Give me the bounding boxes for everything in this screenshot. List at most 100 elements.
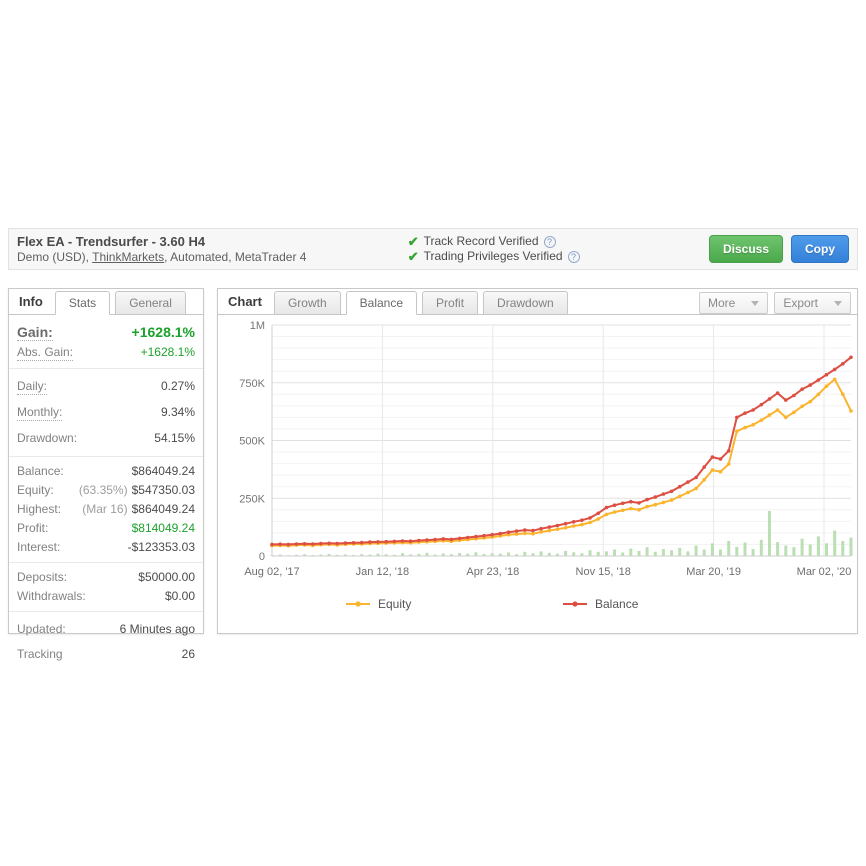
svg-text:Apr 23, '18: Apr 23, '18 [466,566,519,578]
account-subtitle: Demo (USD), ThinkMarkets, Automated, Met… [17,250,408,265]
stat-row: Withdrawals: $0.00 [9,587,203,606]
volume-bars-series [270,511,853,556]
stat-label: Withdrawals: [17,589,86,603]
chart-tab-growth[interactable]: Growth [273,291,341,315]
account-header-bar: Flex EA - Trendsurfer - 3.60 H4 Demo (US… [8,228,858,270]
stat-label: Drawdown: [17,431,78,445]
export-dropdown[interactable]: Export [774,292,851,314]
stat-value: +1628.1% [131,324,195,340]
export-label: Export [783,296,818,310]
green-check-icon: ✔ [407,234,419,249]
discuss-button[interactable]: Discuss [708,235,783,263]
svg-text:Mar 02, '20: Mar 02, '20 [797,566,852,578]
y-axis-tick-labels: 0 250K 500K 750K 1M [239,320,265,563]
balance-chart[interactable]: 0 250K 500K 750K 1M Aug 02, '17 Jan 12, '18 Apr… [218,315,857,634]
divider [9,368,203,369]
account-subtitle-suffix: , Automated, MetaTrader 4 [164,249,307,264]
stat-value: 26 [181,647,195,661]
tab-stats[interactable]: Stats [54,291,111,315]
stat-value: -$123353.03 [127,540,195,554]
x-axis-tick-labels: Aug 02, '17 Jan 12, '18 Apr 23, '18 Nov 15,… [244,566,851,578]
svg-text:500K: 500K [239,436,265,448]
stat-row: Monthly: 9.34% [9,400,203,426]
stat-row: Drawdown: 54.15% [9,426,203,451]
chart-panel-title: Chart [228,294,262,309]
info-panel-title: Info [19,294,43,309]
stat-value: 6 Minutes ago [119,622,195,636]
stat-label: Equity: [17,483,54,497]
help-question-icon[interactable]: ? [543,235,556,248]
header-buttons: Discuss Copy [708,235,857,263]
account-subtitle-prefix: Demo (USD), [17,249,93,264]
stat-label: Profit: [17,521,49,535]
more-dropdown[interactable]: More [698,292,769,314]
divider [9,456,203,457]
axes [271,325,851,557]
tab-general[interactable]: General [115,291,186,315]
verified-label: Trading Privileges Verified [423,249,563,263]
stat-label: Tracking [17,647,63,661]
broker-link[interactable]: ThinkMarkets [92,249,165,264]
stat-value: $50000.00 [138,570,195,584]
stat-row: Updated: 6 Minutes ago [9,617,203,642]
chevron-down-icon [751,300,760,306]
svg-text:0: 0 [259,551,265,563]
chart-tab-profit[interactable]: Profit [422,291,479,315]
chart-actions: More Export [698,292,851,314]
info-stats-list: Gain: +1628.1% Abs. Gain: +1628.1% Daily: 0.2… [9,315,203,667]
chart-tab-balance[interactable]: Balance [345,291,418,315]
stat-value: $814049.24 [131,521,195,535]
stat-row: Deposits: $50000.00 [9,568,203,587]
equity-series [270,377,853,548]
svg-text:1M: 1M [250,320,265,332]
chart-legend: Equity Balance [218,591,857,621]
copy-button[interactable]: Copy [791,235,849,263]
help-question-icon[interactable]: ? [567,250,580,263]
balance-legend-marker-icon [563,601,587,607]
balance-series [270,355,853,547]
stat-value-note: (63.35%) [78,483,128,497]
info-panel: Info Stats General Gain: +1628.1% Abs. Gain… [8,288,204,661]
svg-text:Aug 02, '17: Aug 02, '17 [244,566,299,578]
info-tabbar: Info Stats General [9,289,203,315]
legend-balance-label: Balance [595,597,639,611]
svg-text:Nov 15, '18: Nov 15, '18 [576,566,631,578]
equity-legend-marker-icon [346,601,370,607]
info-tabs: Stats General [54,290,191,315]
chart-tab-drawdown[interactable]: Drawdown [483,291,568,315]
stat-value: (63.35%) $547350.03 [78,483,195,497]
stat-row: Abs. Gain: +1628.1% [9,343,203,363]
legend-item-balance[interactable]: Balance [563,597,638,611]
svg-text:750K: 750K [239,378,265,390]
stat-row: Daily: 0.27% [9,374,203,400]
account-title: Flex EA - Trendsurfer - 3.60 H4 [17,233,206,249]
stat-value: +1628.1% [140,345,195,359]
stat-row: Gain: +1628.1% [9,323,203,343]
svg-text:Mar 20, '19: Mar 20, '19 [686,566,741,578]
chevron-down-icon [834,300,842,306]
verified-row: ✔ Track Record Verified? [408,234,709,249]
chart-panel: Chart Growth Balance Profit Drawdown More E… [217,288,858,634]
stat-label: Balance: [17,464,64,478]
account-title-block: Flex EA - Trendsurfer - 3.60 H4 Demo (US… [9,234,408,265]
stat-row: Equity: (63.35%) $547350.03 [9,481,203,500]
stat-label: Monthly: [17,405,63,421]
verified-label: Track Record Verified [423,234,539,248]
stat-value: $864049.24 [131,464,195,478]
chart-canvas[interactable]: 0 250K 500K 750K 1M Aug 02, '17 Jan 12, '18 Apr… [218,315,857,587]
stat-value: 9.34% [160,405,195,419]
stat-value: $0.00 [164,589,195,603]
stat-value: 54.15% [154,431,195,445]
stat-value: (Mar 16) $864049.24 [82,502,195,516]
more-label: More [707,296,736,310]
legend-item-equity[interactable]: Equity [346,597,411,611]
stat-label: Abs. Gain: [17,345,74,361]
stat-label: Daily: [17,379,48,395]
green-check-icon: ✔ [407,249,419,264]
stat-value: 0.27% [160,379,195,393]
stat-label: Interest: [17,540,61,554]
verified-block: ✔ Track Record Verified? ✔ Trading Privileg… [408,234,709,264]
stat-row: Interest: -$123353.03 [9,538,203,557]
stat-row: Balance: $864049.24 [9,462,203,481]
divider [9,611,203,612]
